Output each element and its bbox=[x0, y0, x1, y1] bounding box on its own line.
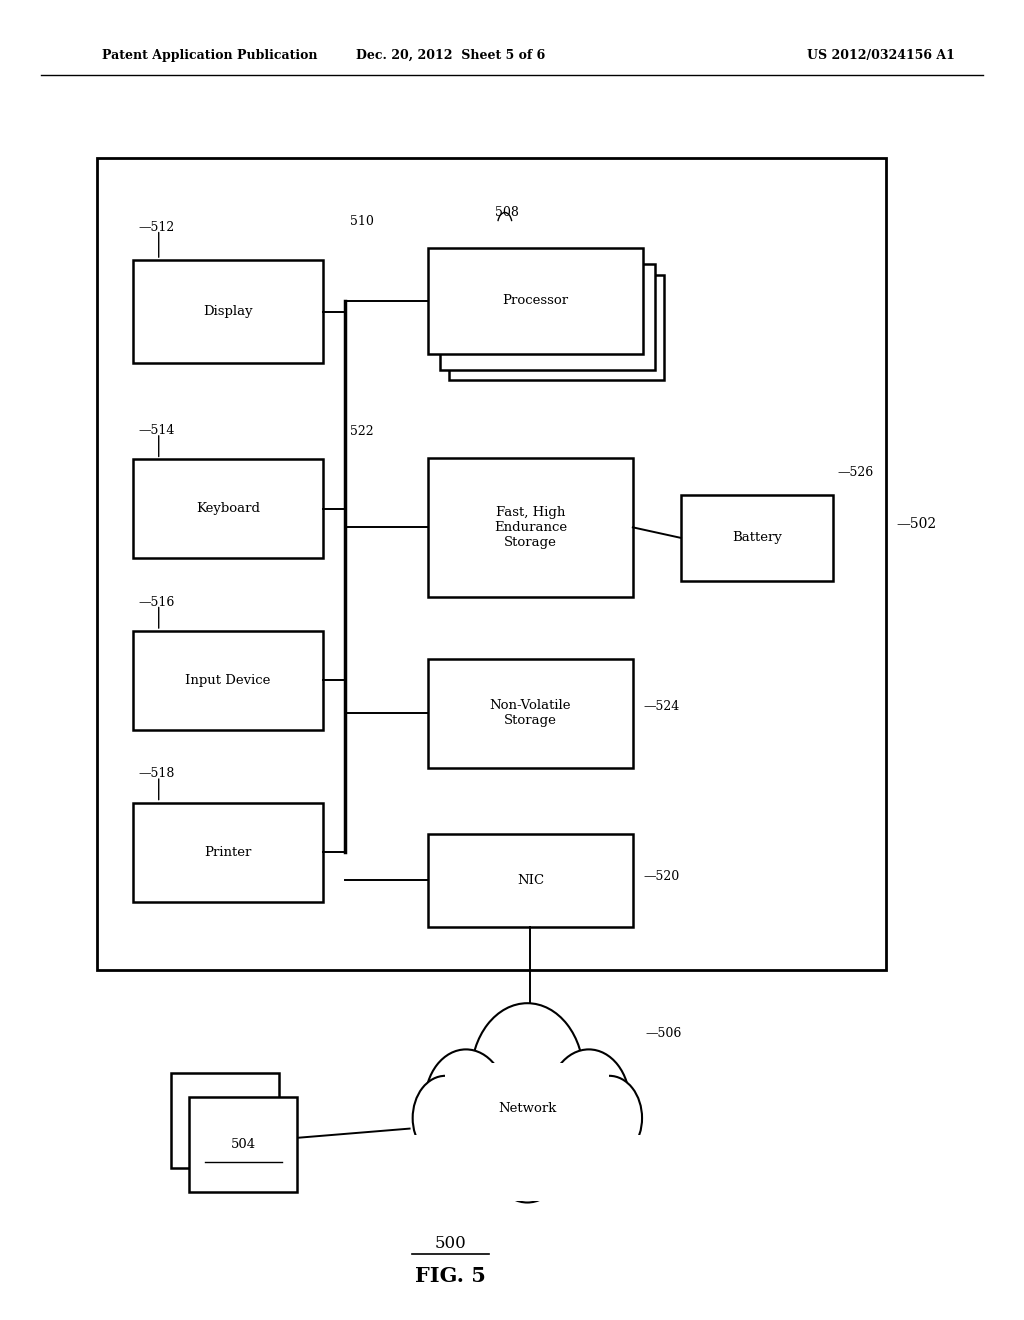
Text: —520: —520 bbox=[643, 870, 679, 883]
Text: Keyboard: Keyboard bbox=[196, 503, 260, 515]
FancyBboxPatch shape bbox=[428, 248, 643, 354]
Text: Non-Volatile
Storage: Non-Volatile Storage bbox=[489, 700, 571, 727]
Text: 508: 508 bbox=[495, 206, 518, 219]
FancyBboxPatch shape bbox=[681, 495, 833, 581]
FancyBboxPatch shape bbox=[171, 1073, 279, 1168]
Text: —512: —512 bbox=[138, 220, 174, 234]
Text: US 2012/0324156 A1: US 2012/0324156 A1 bbox=[807, 49, 954, 62]
Text: —506: —506 bbox=[645, 1027, 682, 1040]
Circle shape bbox=[488, 1102, 566, 1203]
FancyBboxPatch shape bbox=[428, 458, 633, 597]
FancyBboxPatch shape bbox=[428, 834, 633, 927]
Circle shape bbox=[577, 1076, 642, 1160]
Text: Network: Network bbox=[498, 1102, 557, 1115]
Text: —516: —516 bbox=[138, 595, 175, 609]
Text: Battery: Battery bbox=[732, 532, 781, 544]
Text: Display: Display bbox=[203, 305, 253, 318]
Circle shape bbox=[548, 1049, 630, 1155]
Text: —518: —518 bbox=[138, 767, 175, 780]
Text: —514: —514 bbox=[138, 424, 175, 437]
FancyBboxPatch shape bbox=[133, 631, 323, 730]
FancyBboxPatch shape bbox=[97, 158, 886, 970]
Text: FIG. 5: FIG. 5 bbox=[415, 1266, 486, 1287]
FancyBboxPatch shape bbox=[133, 260, 323, 363]
FancyBboxPatch shape bbox=[440, 264, 655, 370]
Text: 500: 500 bbox=[434, 1236, 467, 1251]
Text: 504: 504 bbox=[230, 1138, 256, 1151]
Text: —502: —502 bbox=[896, 516, 936, 531]
Circle shape bbox=[534, 1097, 607, 1192]
FancyBboxPatch shape bbox=[445, 1063, 609, 1155]
Text: —524: —524 bbox=[643, 701, 679, 713]
Text: Dec. 20, 2012  Sheet 5 of 6: Dec. 20, 2012 Sheet 5 of 6 bbox=[356, 49, 545, 62]
FancyBboxPatch shape bbox=[410, 1135, 645, 1201]
Circle shape bbox=[425, 1049, 507, 1155]
Text: 522: 522 bbox=[350, 425, 374, 438]
Text: Fast, High
Endurance
Storage: Fast, High Endurance Storage bbox=[494, 506, 567, 549]
FancyBboxPatch shape bbox=[449, 275, 664, 380]
Circle shape bbox=[471, 1003, 584, 1148]
Text: Processor: Processor bbox=[503, 294, 568, 308]
Text: NIC: NIC bbox=[517, 874, 544, 887]
Circle shape bbox=[413, 1076, 478, 1160]
FancyBboxPatch shape bbox=[189, 1097, 297, 1192]
Text: Printer: Printer bbox=[204, 846, 252, 858]
FancyBboxPatch shape bbox=[133, 459, 323, 558]
Text: Patent Application Publication: Patent Application Publication bbox=[102, 49, 317, 62]
Text: 510: 510 bbox=[350, 215, 374, 228]
Text: Input Device: Input Device bbox=[185, 675, 270, 686]
Circle shape bbox=[447, 1097, 521, 1192]
Text: —526: —526 bbox=[838, 466, 873, 479]
FancyBboxPatch shape bbox=[428, 659, 633, 768]
FancyBboxPatch shape bbox=[133, 803, 323, 902]
